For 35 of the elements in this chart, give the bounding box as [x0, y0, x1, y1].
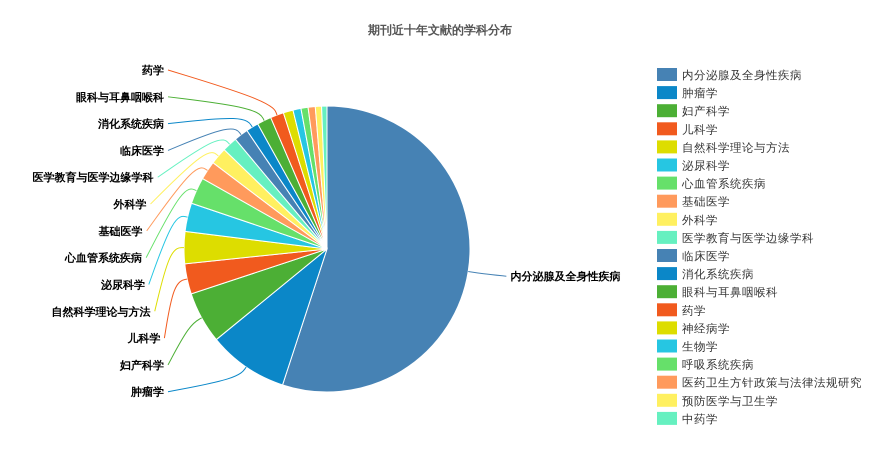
slice-label: 外科学 — [112, 198, 146, 212]
legend-label: 外科学 — [682, 212, 718, 227]
slice-label: 医学教育与医学边缘学科 — [32, 171, 154, 184]
legend-label: 心血管系统疾病 — [681, 176, 766, 191]
legend-label: 预防医学与卫生学 — [682, 394, 778, 408]
legend-label: 肿瘤学 — [682, 86, 718, 100]
slice-label: 妇产科学 — [119, 358, 164, 372]
slice-label: 泌尿科学 — [100, 278, 145, 292]
legend-label: 中药学 — [682, 412, 718, 426]
legend-label: 眼科与耳鼻咽喉科 — [682, 285, 778, 300]
legend-label: 妇产科学 — [682, 104, 730, 118]
slice-label: 眼科与耳鼻咽喉科 — [76, 90, 164, 104]
slice-label: 肿瘤学 — [130, 386, 164, 399]
legend-label: 临床医学 — [682, 249, 730, 263]
legend-label: 医药卫生方针政策与法律法规研究 — [682, 376, 862, 390]
legend-label: 内分泌腺及全身性疾病 — [682, 68, 802, 82]
legend-label: 泌尿科学 — [682, 158, 730, 172]
legend-label: 儿科学 — [682, 122, 718, 136]
slice-label: 临床医学 — [120, 144, 164, 158]
slice-label: 消化系统疾病 — [97, 118, 164, 131]
slice-label: 儿科学 — [126, 332, 160, 346]
chart-title: 期刊近十年文献的学科分布 — [367, 23, 512, 37]
legend-label: 生物学 — [682, 340, 718, 354]
legend-label: 消化系统疾病 — [682, 267, 754, 282]
legend-label: 呼吸系统疾病 — [682, 358, 754, 372]
legend-label: 神经病学 — [682, 321, 730, 336]
slice-label: 心血管系统疾病 — [64, 252, 142, 265]
legend-label: 医学教育与医学边缘学科 — [682, 230, 814, 245]
legend-label: 基础医学 — [682, 194, 730, 209]
legend-label: 自然科学理论与方法 — [682, 140, 790, 154]
slice-label: 药学 — [141, 64, 164, 77]
slice-label: 内分泌腺及全身性疾病 — [510, 270, 620, 284]
slice-label: 自然科学理论与方法 — [52, 305, 151, 318]
legend-label: 药学 — [682, 303, 706, 318]
slice-label: 基础医学 — [98, 224, 143, 238]
